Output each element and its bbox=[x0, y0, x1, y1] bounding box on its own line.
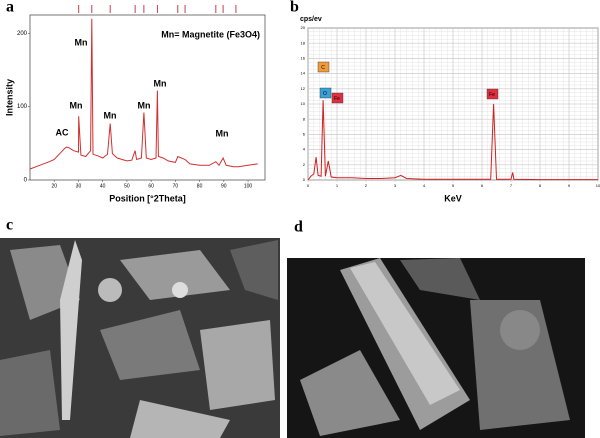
x-tick-label: 6 bbox=[481, 183, 484, 188]
x-tick-label: 0 bbox=[307, 183, 310, 188]
x-axis-label: KeV bbox=[444, 193, 462, 203]
y-axis-label: Intensity bbox=[4, 79, 14, 116]
y-tick-label: 200 bbox=[17, 31, 28, 37]
peak-label-box bbox=[331, 92, 344, 104]
panel-label: a bbox=[6, 0, 14, 16]
data-line bbox=[29, 18, 258, 170]
x-tick-label: 3 bbox=[394, 183, 397, 188]
sem-image bbox=[287, 258, 585, 438]
panel-label: c bbox=[6, 217, 13, 234]
peak-label: Mn bbox=[138, 100, 151, 110]
y-tick-label: 0 bbox=[24, 178, 28, 184]
peak-label-box bbox=[319, 87, 332, 99]
y-tick-label: 14 bbox=[301, 71, 306, 76]
peak-label: C bbox=[321, 65, 325, 71]
x-tick-label: 60 bbox=[148, 183, 154, 189]
x-tick-label: 100 bbox=[244, 183, 253, 189]
x-tick-label: 1 bbox=[336, 183, 339, 188]
x-tick-label: 2 bbox=[365, 183, 368, 188]
peak-label: Mn bbox=[104, 110, 117, 120]
y-tick-label: 18 bbox=[301, 40, 306, 45]
peak-label: Mn bbox=[75, 37, 88, 47]
x-tick-label: 9 bbox=[568, 183, 571, 188]
sem-image bbox=[0, 238, 280, 438]
peak-label: Mn bbox=[70, 100, 83, 110]
x-tick-label: 7 bbox=[510, 183, 513, 188]
x-tick-label: 5 bbox=[452, 183, 455, 188]
y-tick-label: 16 bbox=[301, 55, 306, 60]
plot-frame bbox=[29, 14, 266, 181]
y-tick-label: 10 bbox=[301, 101, 306, 106]
panel-label: b bbox=[290, 0, 299, 16]
y-tick-label: 12 bbox=[301, 86, 306, 91]
y-tick-label: 2 bbox=[303, 162, 306, 167]
y-tick-label: 4 bbox=[303, 147, 306, 152]
y-tick-label: 0 bbox=[303, 177, 306, 182]
y-tick-label: 8 bbox=[303, 116, 306, 121]
peak-label: Fe bbox=[334, 96, 340, 102]
x-tick-label: 80 bbox=[197, 183, 203, 189]
peak-label-box bbox=[317, 61, 330, 73]
y-tick-label: 20 bbox=[301, 25, 306, 30]
peak-label: Fe bbox=[489, 92, 495, 98]
x-tick-label: 4 bbox=[423, 183, 426, 188]
x-tick-label: 90 bbox=[221, 183, 227, 189]
x-tick-label: 70 bbox=[173, 183, 179, 189]
x-tick-label: 50 bbox=[124, 183, 130, 189]
y-tick-label: 100 bbox=[17, 104, 28, 110]
peak-label: O bbox=[323, 91, 327, 97]
x-tick-label: 8 bbox=[539, 183, 542, 188]
peak-label: Mn bbox=[154, 78, 167, 88]
peak-label: AC bbox=[56, 127, 69, 137]
annotation: Mn= Magnetite (Fe3O4) bbox=[161, 29, 260, 39]
peak-label-box bbox=[486, 88, 499, 100]
x-axis-label: Position [°2Theta] bbox=[109, 193, 186, 203]
data-line bbox=[307, 100, 598, 181]
y-axis-label: cps/ev bbox=[300, 16, 322, 23]
x-tick-label: 10 bbox=[596, 183, 600, 188]
x-tick-label: 20 bbox=[51, 183, 57, 189]
panel-label: d bbox=[294, 219, 303, 236]
y-tick-label: 6 bbox=[303, 131, 306, 136]
x-tick-label: 30 bbox=[76, 183, 82, 189]
peak-label: Mn bbox=[216, 128, 229, 138]
x-tick-label: 40 bbox=[100, 183, 106, 189]
